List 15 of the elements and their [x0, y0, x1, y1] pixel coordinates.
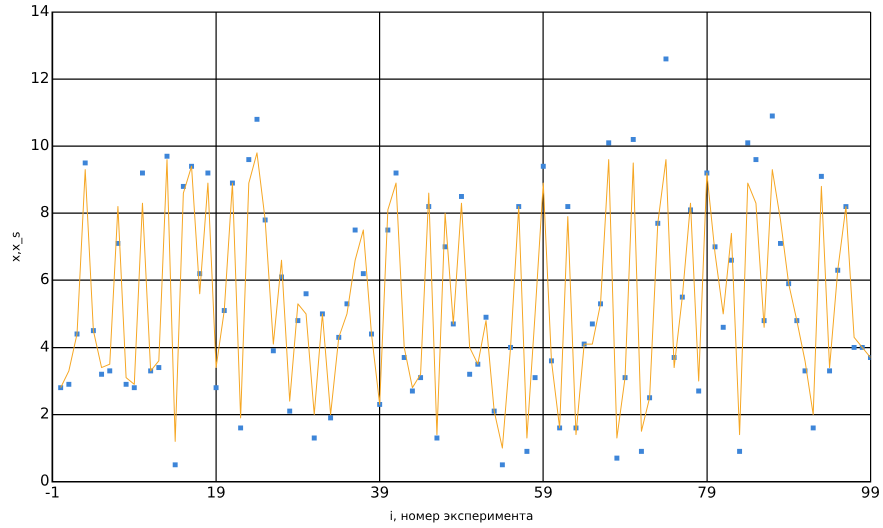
y-tick-label: 4 [40, 337, 50, 356]
x-tick-label: 59 [534, 483, 553, 502]
y-tick-label: 8 [40, 203, 50, 222]
x-tick-label: 79 [697, 483, 716, 502]
y-tick-label: 10 [30, 136, 50, 154]
x-tick-label: 99 [860, 483, 880, 502]
y-tick-label: 0 [40, 471, 50, 490]
x-tick-label: 19 [206, 483, 226, 502]
y-tick-label: 6 [40, 270, 50, 288]
x-tick-label: 39 [370, 483, 390, 502]
x-axis-title: i, номер эксперимента [390, 508, 534, 523]
y-tick-label: 2 [40, 404, 50, 422]
y-axis-title: x,x_s [8, 232, 22, 262]
y-tick-label: 14 [30, 2, 50, 20]
y-tick-label: 12 [30, 68, 50, 87]
